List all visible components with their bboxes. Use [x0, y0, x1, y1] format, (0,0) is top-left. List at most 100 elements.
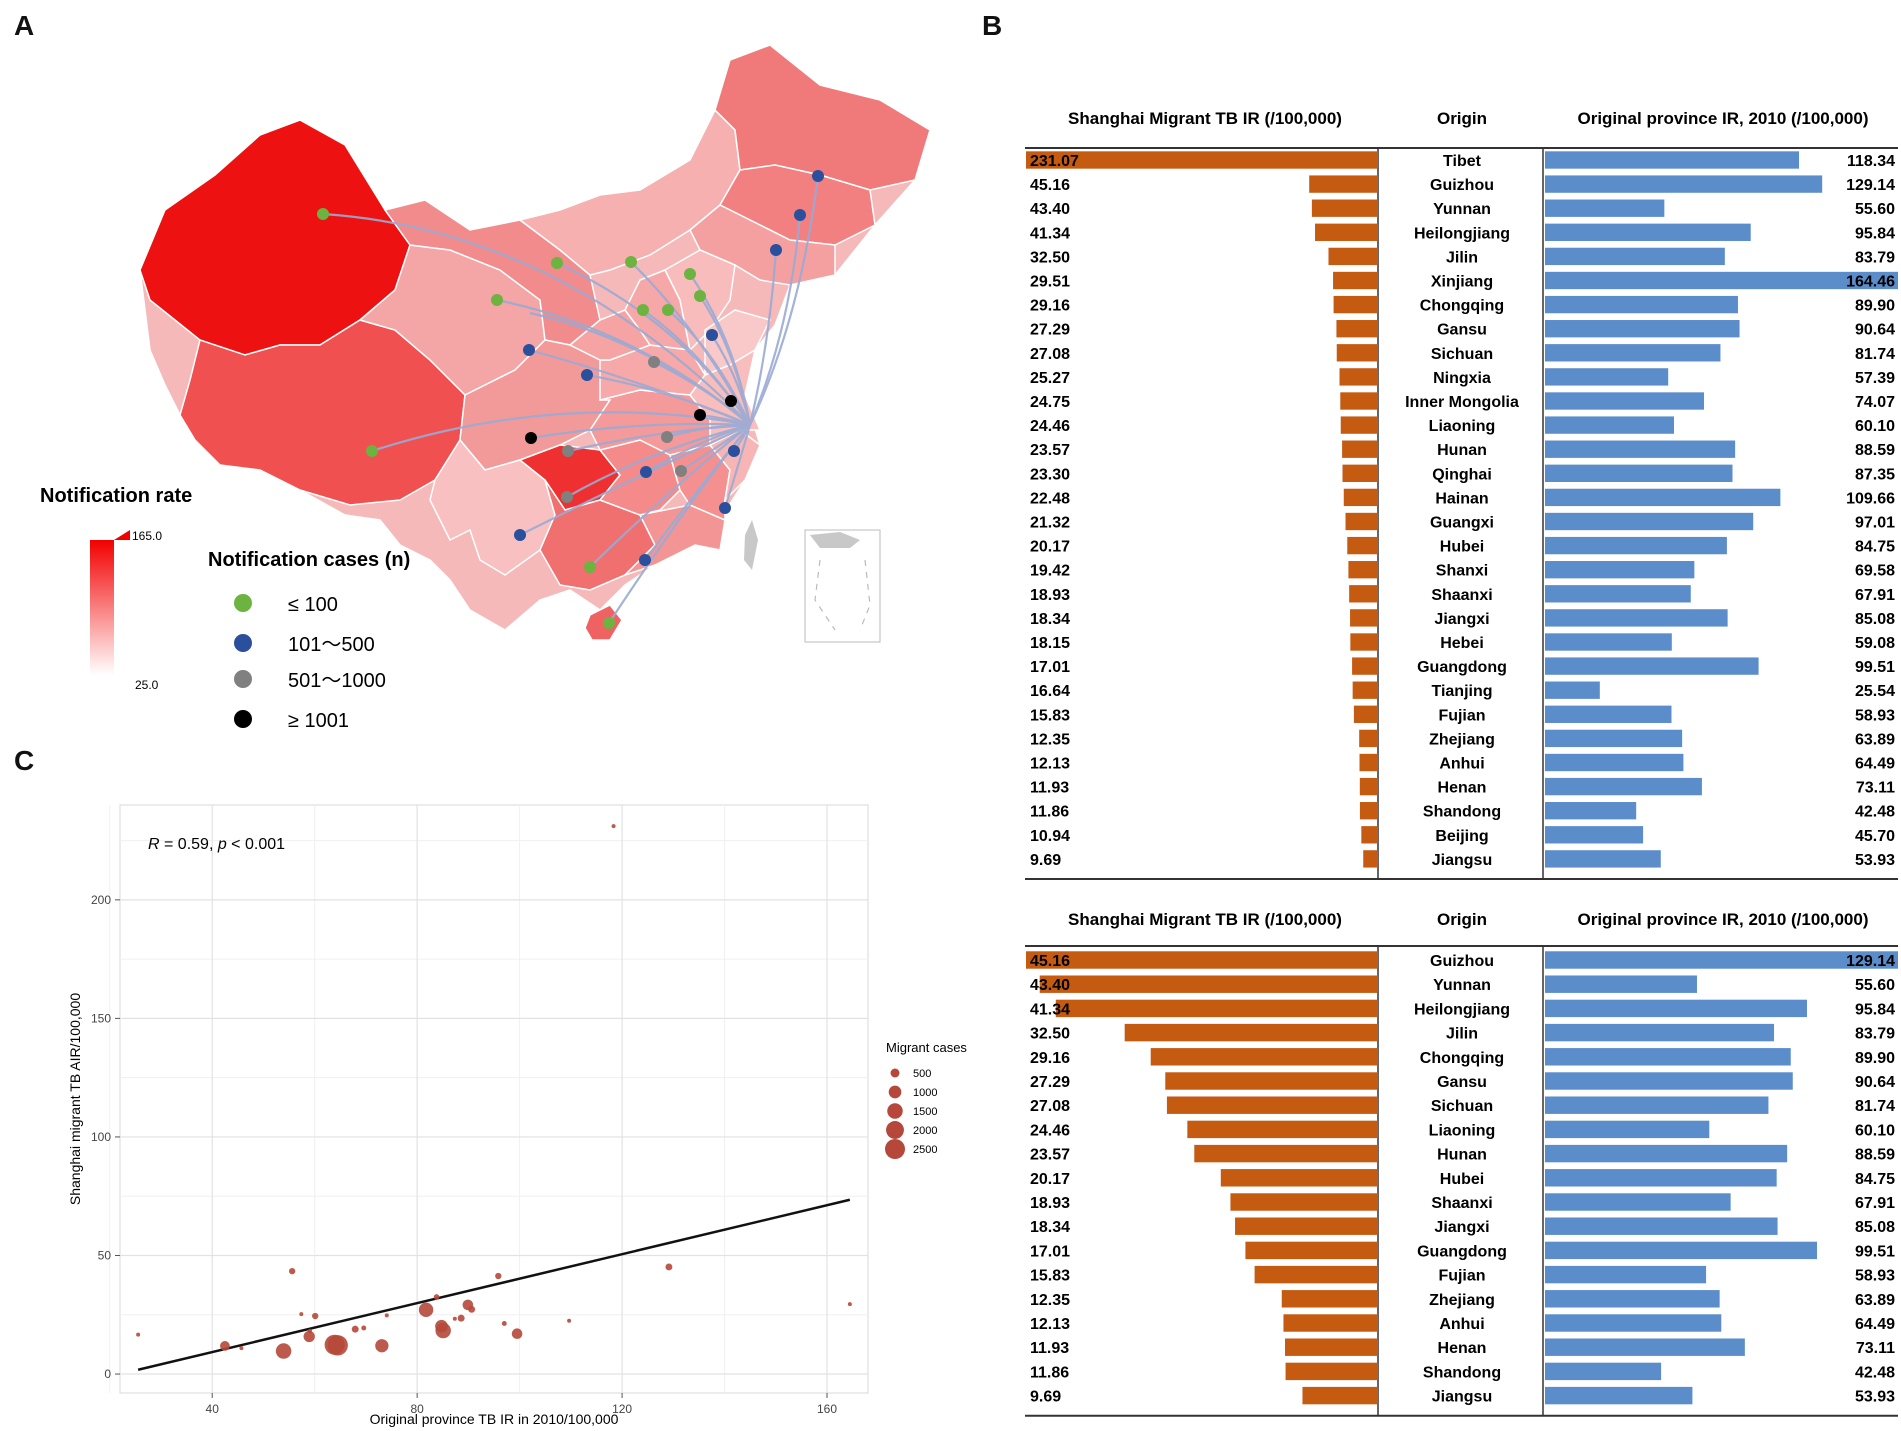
correlation-annotation: R = 0.59, p < 0.001	[148, 836, 285, 853]
migrant-ir-bar	[1309, 175, 1378, 193]
migrant-ir-value: 15.83	[1030, 707, 1070, 724]
origin-label: Guizhou	[1430, 953, 1494, 970]
migrant-ir-bar	[1281, 1290, 1378, 1308]
migration-flows	[322, 175, 820, 624]
migrant-ir-value: 41.34	[1030, 225, 1070, 242]
migrant-ir-bar	[1055, 999, 1378, 1018]
migrant-ir-bar	[1328, 247, 1378, 266]
origin-label: Anhui	[1439, 1316, 1484, 1333]
migrant-ir-bar	[1039, 975, 1378, 993]
migrant-ir-value: 11.93	[1030, 780, 1069, 797]
province-ir-bar	[1545, 609, 1728, 627]
origin-label: Heilongjiang	[1414, 1001, 1510, 1018]
scatter-point	[611, 824, 616, 829]
origin-point	[662, 304, 674, 316]
flow-line	[586, 373, 751, 427]
migrant-ir-bar	[1302, 1386, 1378, 1405]
scatter-point	[847, 1302, 852, 1307]
migrant-ir-bar	[1336, 344, 1378, 362]
province-ir-bar	[1545, 729, 1683, 748]
origin-point	[639, 554, 651, 566]
migrant-ir-bar	[1315, 223, 1378, 241]
legend-dot-le100	[234, 594, 252, 612]
province-ir-bar	[1545, 975, 1697, 993]
size-legend-label: 2500	[913, 1144, 937, 1156]
province-ir-bar	[1545, 1386, 1693, 1405]
migrant-ir-value: 18.15	[1030, 635, 1070, 652]
migrant-ir-value: 29.16	[1030, 1050, 1070, 1067]
province-ir-bar	[1545, 1096, 1769, 1114]
legend-label-501-1000: 501～1000	[288, 670, 386, 692]
rate-min-label: 25.0	[135, 678, 159, 692]
origin-label: Tianjing	[1431, 683, 1492, 700]
province-ir-value: 67.91	[1855, 1195, 1895, 1212]
origin-label: Inner Mongolia	[1405, 394, 1519, 411]
origin-point	[661, 431, 673, 443]
size-legend-dot	[886, 1121, 904, 1139]
origin-label: Heilongjiang	[1414, 225, 1510, 242]
x-tick-label: 160	[817, 1402, 837, 1416]
province-ir-value: 81.74	[1855, 346, 1895, 363]
origin-label: Hunan	[1437, 1147, 1487, 1164]
origin-label: Hubei	[1440, 1171, 1484, 1188]
province-ir-value: 58.93	[1855, 707, 1895, 724]
panel-letter-a: A	[14, 10, 35, 41]
legend-label-le100: ≤ 100	[288, 594, 338, 616]
province-ir-value: 81.74	[1855, 1098, 1895, 1115]
scatter-point	[351, 1325, 359, 1333]
origin-label: Anhui	[1439, 756, 1484, 773]
province-ir-value: 85.08	[1855, 1219, 1895, 1236]
scatter-point	[136, 1332, 141, 1337]
rate-gradient-bar	[90, 540, 114, 675]
province-ir-bar	[1545, 295, 1738, 314]
province-ir-bar	[1545, 247, 1725, 266]
size-legend-label: 1500	[913, 1106, 937, 1118]
header-right: Original province IR, 2010 (/100,000)	[1577, 910, 1868, 929]
origin-point	[637, 304, 649, 316]
origin-label: Shandong	[1423, 804, 1501, 821]
migrant-ir-value: 15.83	[1030, 1268, 1070, 1285]
panel-b-top-chart: Shanghai Migrant TB IR (/100,000) Origin O…	[1025, 109, 1898, 880]
flow-line	[666, 423, 751, 439]
migrant-ir-value: 18.93	[1030, 587, 1070, 604]
migrant-ir-bar	[1230, 1193, 1378, 1211]
origin-point	[706, 329, 718, 341]
migrant-ir-bar	[1285, 1362, 1378, 1381]
province-ir-bar	[1545, 850, 1661, 868]
province-ir-bar	[1545, 199, 1665, 217]
flow-line	[748, 214, 802, 426]
migrant-ir-value: 23.57	[1030, 1147, 1070, 1164]
legend-label-101-500: 101～500	[288, 634, 375, 656]
origin-label: Hebei	[1440, 635, 1484, 652]
migrant-ir-value: 12.13	[1030, 756, 1070, 773]
province-ir-value: 57.39	[1855, 370, 1895, 387]
province-ir-value: 63.89	[1855, 731, 1895, 748]
origin-point	[603, 617, 615, 629]
flow-line	[653, 361, 751, 426]
province-ir-bar	[1545, 753, 1684, 772]
scatter-point	[384, 1313, 389, 1318]
origin-label: Henan	[1438, 780, 1487, 797]
migrant-ir-value: 45.16	[1030, 177, 1070, 194]
header-right: Original province IR, 2010 (/100,000)	[1577, 109, 1868, 128]
origin-label: Hubei	[1440, 539, 1484, 556]
province-yunnan	[429, 438, 556, 576]
migrant-ir-bar	[1347, 536, 1378, 555]
origin-point	[770, 244, 782, 256]
province-ir-bar	[1545, 1169, 1777, 1187]
migrant-ir-value: 24.46	[1030, 418, 1070, 435]
plot-area	[119, 804, 869, 1394]
r-value-text: = 0.59,	[160, 836, 218, 853]
origin-point	[812, 170, 824, 182]
province-ir-value: 42.48	[1855, 1364, 1895, 1381]
migrant-ir-value: 43.40	[1030, 977, 1070, 994]
scatter-point	[511, 1328, 523, 1339]
province-ir-bar	[1545, 392, 1704, 410]
migrant-ir-value: 19.42	[1030, 563, 1070, 580]
province-ir-bar	[1545, 464, 1733, 482]
scatter-point	[275, 1343, 292, 1359]
x-tick-label: 120	[612, 1402, 632, 1416]
scatter-point	[299, 1312, 304, 1317]
province-ir-value: 99.51	[1855, 659, 1895, 676]
province-ir-value: 84.75	[1855, 1171, 1895, 1188]
